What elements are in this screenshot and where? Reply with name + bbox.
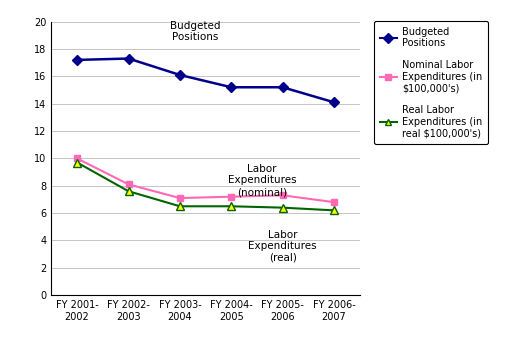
Text: Labor
Expenditures
(real): Labor Expenditures (real) xyxy=(248,230,317,263)
Legend: Budgeted
Positions, Nominal Labor
Expenditures (in
$100,000's), Real Labor
Expen: Budgeted Positions, Nominal Labor Expend… xyxy=(374,21,488,144)
Text: Budgeted
Positions: Budgeted Positions xyxy=(170,21,221,42)
Text: Labor
Expenditures
(nominal): Labor Expenditures (nominal) xyxy=(228,164,297,197)
